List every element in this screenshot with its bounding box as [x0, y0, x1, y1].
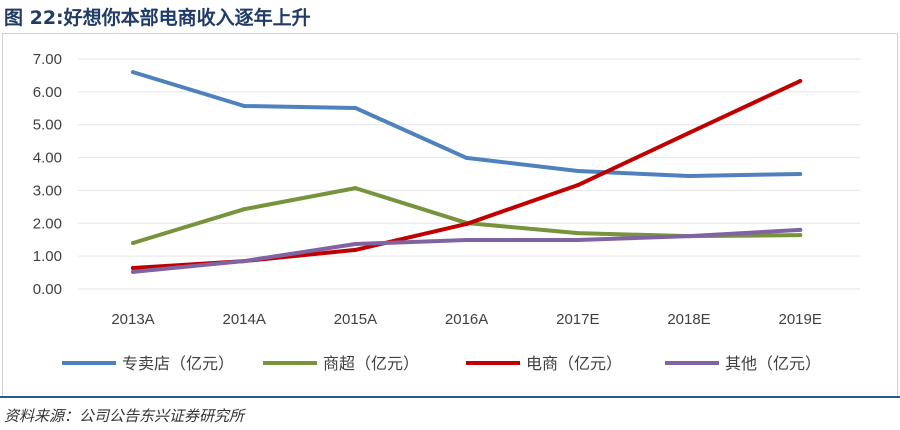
data-point — [464, 238, 469, 243]
data-point — [798, 79, 803, 84]
y-tick-label: 6.00 — [33, 84, 62, 101]
legend-label: 专卖店（亿元） — [122, 354, 234, 373]
y-tick-label: 1.00 — [33, 248, 62, 265]
data-point — [798, 227, 803, 232]
data-point — [575, 238, 580, 243]
data-point — [798, 233, 803, 238]
data-point — [575, 231, 580, 236]
data-point — [575, 169, 580, 174]
data-point — [353, 247, 358, 252]
legend-label: 商超（亿元） — [323, 354, 419, 373]
legend-label: 其他（亿元） — [725, 354, 821, 373]
data-point — [131, 265, 135, 270]
data-point — [798, 172, 803, 176]
x-tick-label: 2018E — [667, 311, 710, 328]
y-tick-label: 3.00 — [33, 182, 62, 199]
data-point — [353, 186, 358, 191]
data-point — [464, 221, 469, 226]
y-tick-label: 2.00 — [33, 215, 62, 232]
data-point — [242, 259, 247, 264]
data-point — [687, 130, 691, 135]
series-line-1 — [131, 70, 803, 178]
data-point — [687, 173, 691, 178]
legend-label: 电商（亿元） — [526, 354, 622, 373]
series-line-4 — [131, 227, 803, 274]
x-tick-label: 2013A — [111, 311, 154, 328]
data-point — [242, 103, 247, 108]
chart-frame — [2, 33, 898, 396]
source-note: 资料来源：公司公告东兴证券研究所 — [4, 407, 245, 425]
y-tick-label: 7.00 — [33, 51, 62, 68]
data-point — [353, 241, 358, 246]
data-point — [242, 207, 247, 212]
y-tick-label: 0.00 — [33, 281, 62, 298]
data-point — [131, 241, 135, 245]
data-point — [464, 155, 469, 160]
x-tick-label: 2016A — [445, 311, 488, 328]
line-chart: 0.00 1.00 2.00 3.00 4.00 5.00 6.00 7.00 2013A 201… — [33, 51, 860, 373]
x-tick-label: 2019E — [779, 311, 822, 328]
figure-title: 图 22:好想你本部电商收入逐年上升 — [4, 7, 311, 29]
data-point — [353, 105, 358, 110]
x-tick-label: 2015A — [334, 311, 377, 328]
divider — [0, 396, 900, 398]
data-point — [687, 234, 691, 239]
y-tick-label: 5.00 — [33, 117, 62, 134]
x-tick-label: 2017E — [556, 311, 599, 328]
data-point — [131, 269, 135, 274]
x-tick-label: 2014A — [223, 311, 266, 328]
data-point — [131, 70, 135, 75]
data-point — [575, 183, 580, 188]
y-tick-label: 4.00 — [33, 150, 62, 167]
